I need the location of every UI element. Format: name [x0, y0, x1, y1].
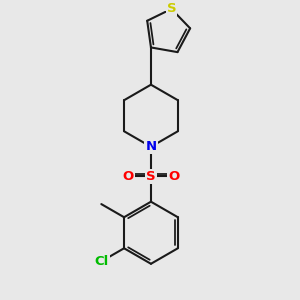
Text: Cl: Cl — [94, 255, 108, 268]
Text: S: S — [146, 170, 156, 183]
Text: O: O — [122, 170, 134, 183]
Text: N: N — [146, 140, 157, 153]
Text: O: O — [168, 170, 179, 183]
Text: S: S — [167, 2, 176, 15]
